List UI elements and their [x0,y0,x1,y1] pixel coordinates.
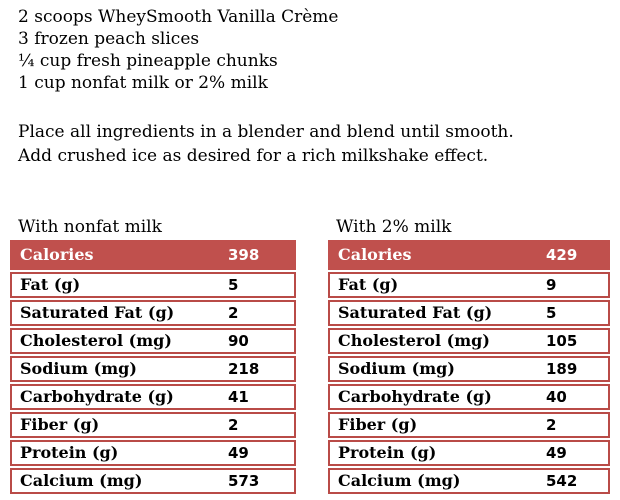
nutrition-value: 218 [228,360,260,378]
nutrition-table: Calories 398 Fat (g) 5 Saturated Fat (g) 2 Cho… [10,240,296,494]
nutrition-label: Carbohydrate (g) [338,387,492,406]
nutrition-value: 49 [228,444,249,462]
ingredient-line: 2 scoops WheySmooth Vanilla Crème [18,7,339,27]
instructions-text: Place all ingredients in a blender and b… [18,120,514,168]
nutrition-label: Sodium (mg) [20,359,137,378]
nutrition-row: Saturated Fat (g) 5 [328,300,610,326]
nutrition-label: Protein (g) [338,443,437,462]
ingredients-list: 2 scoops WheySmooth Vanilla Crème 3 froze… [18,6,338,94]
nutrition-row: Fiber (g) 2 [328,412,610,438]
nutrition-value: 542 [546,472,578,490]
nutrition-value: 105 [546,332,578,350]
nutrition-row: Carbohydrate (g) 41 [10,384,296,410]
nutrition-value: 9 [546,276,557,294]
nutrition-value: 41 [228,388,249,406]
nutrition-value: 189 [546,360,578,378]
ingredient-line: 1 cup nonfat milk or 2% milk [18,73,268,93]
nutrition-label: Saturated Fat (g) [338,303,493,322]
instruction-line: Place all ingredients in a blender and b… [18,122,514,142]
nutrition-value: 40 [546,388,567,406]
nutrition-value: 573 [228,472,260,490]
nutrition-value: 398 [228,246,260,264]
nutrition-row: Sodium (mg) 218 [10,356,296,382]
nutrition-label: Fat (g) [20,275,81,294]
nutrition-row: Calcium (mg) 573 [10,468,296,494]
nutrition-value: 90 [228,332,249,350]
nutrition-value: 2 [228,304,239,322]
nutrition-label: Cholesterol (mg) [20,331,172,350]
nutrition-value: 429 [546,246,578,264]
table-title: With nonfat milk [18,217,162,237]
table-title: With 2% milk [336,217,452,237]
nutrition-row: Protein (g) 49 [328,440,610,466]
nutrition-table-2pct-milk: With 2% milk Calories 429 Fat (g) 9 Saturate… [328,216,610,494]
nutrition-row: Cholesterol (mg) 90 [10,328,296,354]
nutrition-row: Protein (g) 49 [10,440,296,466]
nutrition-label: Protein (g) [20,443,119,462]
nutrition-table: Calories 429 Fat (g) 9 Saturated Fat (g) 5 Cho… [328,240,610,494]
ingredient-line: ¼ cup fresh pineapple chunks [18,51,278,71]
nutrition-value: 2 [228,416,239,434]
nutrition-header-row: Calories 398 [10,240,296,270]
nutrition-value: 2 [546,416,557,434]
nutrition-tables-section: With nonfat milk Calories 398 Fat (g) 5 Satu… [10,216,610,494]
nutrition-row: Carbohydrate (g) 40 [328,384,610,410]
nutrition-label: Fat (g) [338,275,399,294]
nutrition-value: 5 [546,304,557,322]
nutrition-label: Calcium (mg) [20,471,143,490]
nutrition-row: Fiber (g) 2 [10,412,296,438]
nutrition-table-nonfat-milk: With nonfat milk Calories 398 Fat (g) 5 Satu… [10,216,296,494]
nutrition-label: Sodium (mg) [338,359,455,378]
nutrition-value: 49 [546,444,567,462]
nutrition-label: Cholesterol (mg) [338,331,490,350]
instruction-line: Add crushed ice as desired for a rich mi… [18,146,489,166]
nutrition-row: Calcium (mg) 542 [328,468,610,494]
nutrition-value: 5 [228,276,239,294]
nutrition-label: Saturated Fat (g) [20,303,175,322]
nutrition-label: Fiber (g) [20,415,100,434]
nutrition-row: Saturated Fat (g) 2 [10,300,296,326]
nutrition-row: Fat (g) 9 [328,272,610,298]
nutrition-label: Calories [20,245,94,264]
nutrition-row: Fat (g) 5 [10,272,296,298]
nutrition-row: Sodium (mg) 189 [328,356,610,382]
nutrition-label: Calcium (mg) [338,471,461,490]
nutrition-label: Carbohydrate (g) [20,387,174,406]
nutrition-row: Cholesterol (mg) 105 [328,328,610,354]
nutrition-label: Fiber (g) [338,415,418,434]
nutrition-header-row: Calories 429 [328,240,610,270]
ingredient-line: 3 frozen peach slices [18,29,200,49]
nutrition-label: Calories [338,245,412,264]
